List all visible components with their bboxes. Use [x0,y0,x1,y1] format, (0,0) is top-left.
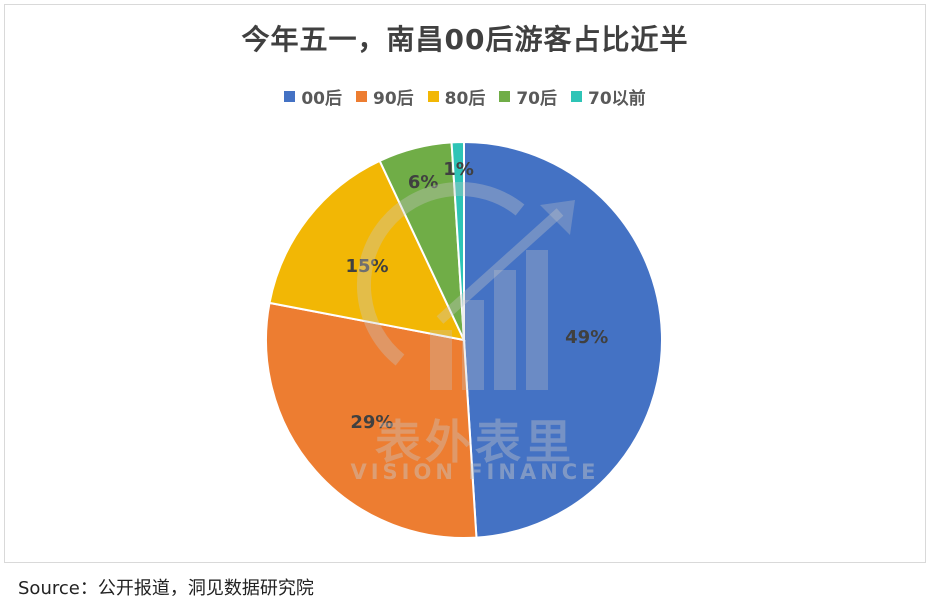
pie-slice-2 [268,159,466,342]
watermark-text: 表外表里 [375,415,575,469]
watermark-subtext: VISION FINANCE [350,460,600,484]
data-label: 29% [350,412,393,433]
legend-item: 00后 [284,84,342,109]
legend-swatch [355,91,367,102]
data-label: 49% [565,327,608,348]
legend-item: 70以前 [571,84,646,109]
legend-swatch [499,91,511,102]
legend-swatch [427,91,439,102]
legend-item: 70后 [499,84,557,109]
legend-label: 70以前 [588,89,646,109]
legend-swatch [284,91,296,102]
chart-legend: 00后 90后 80后 70后 70以前 [0,84,930,109]
pie-slice-1 [265,301,478,539]
legend-item: 80后 [427,84,486,109]
legend-item: 90后 [355,84,414,109]
pie-slice-0 [463,140,663,539]
data-label: 1% [443,159,474,180]
legend-label: 00后 [301,89,342,109]
legend-label: 90后 [372,89,414,109]
source-note: Source：公开报道，洞见数据研究院 [18,578,314,599]
legend-label: 70后 [516,89,557,109]
chart-title: 今年五一，南昌00后游客占比近半 [241,23,689,56]
data-label: 6% [408,172,439,193]
pie-slice-4 [450,140,465,341]
data-label: 15% [345,256,388,277]
legend-label: 80后 [444,89,486,109]
legend-swatch [571,91,582,102]
